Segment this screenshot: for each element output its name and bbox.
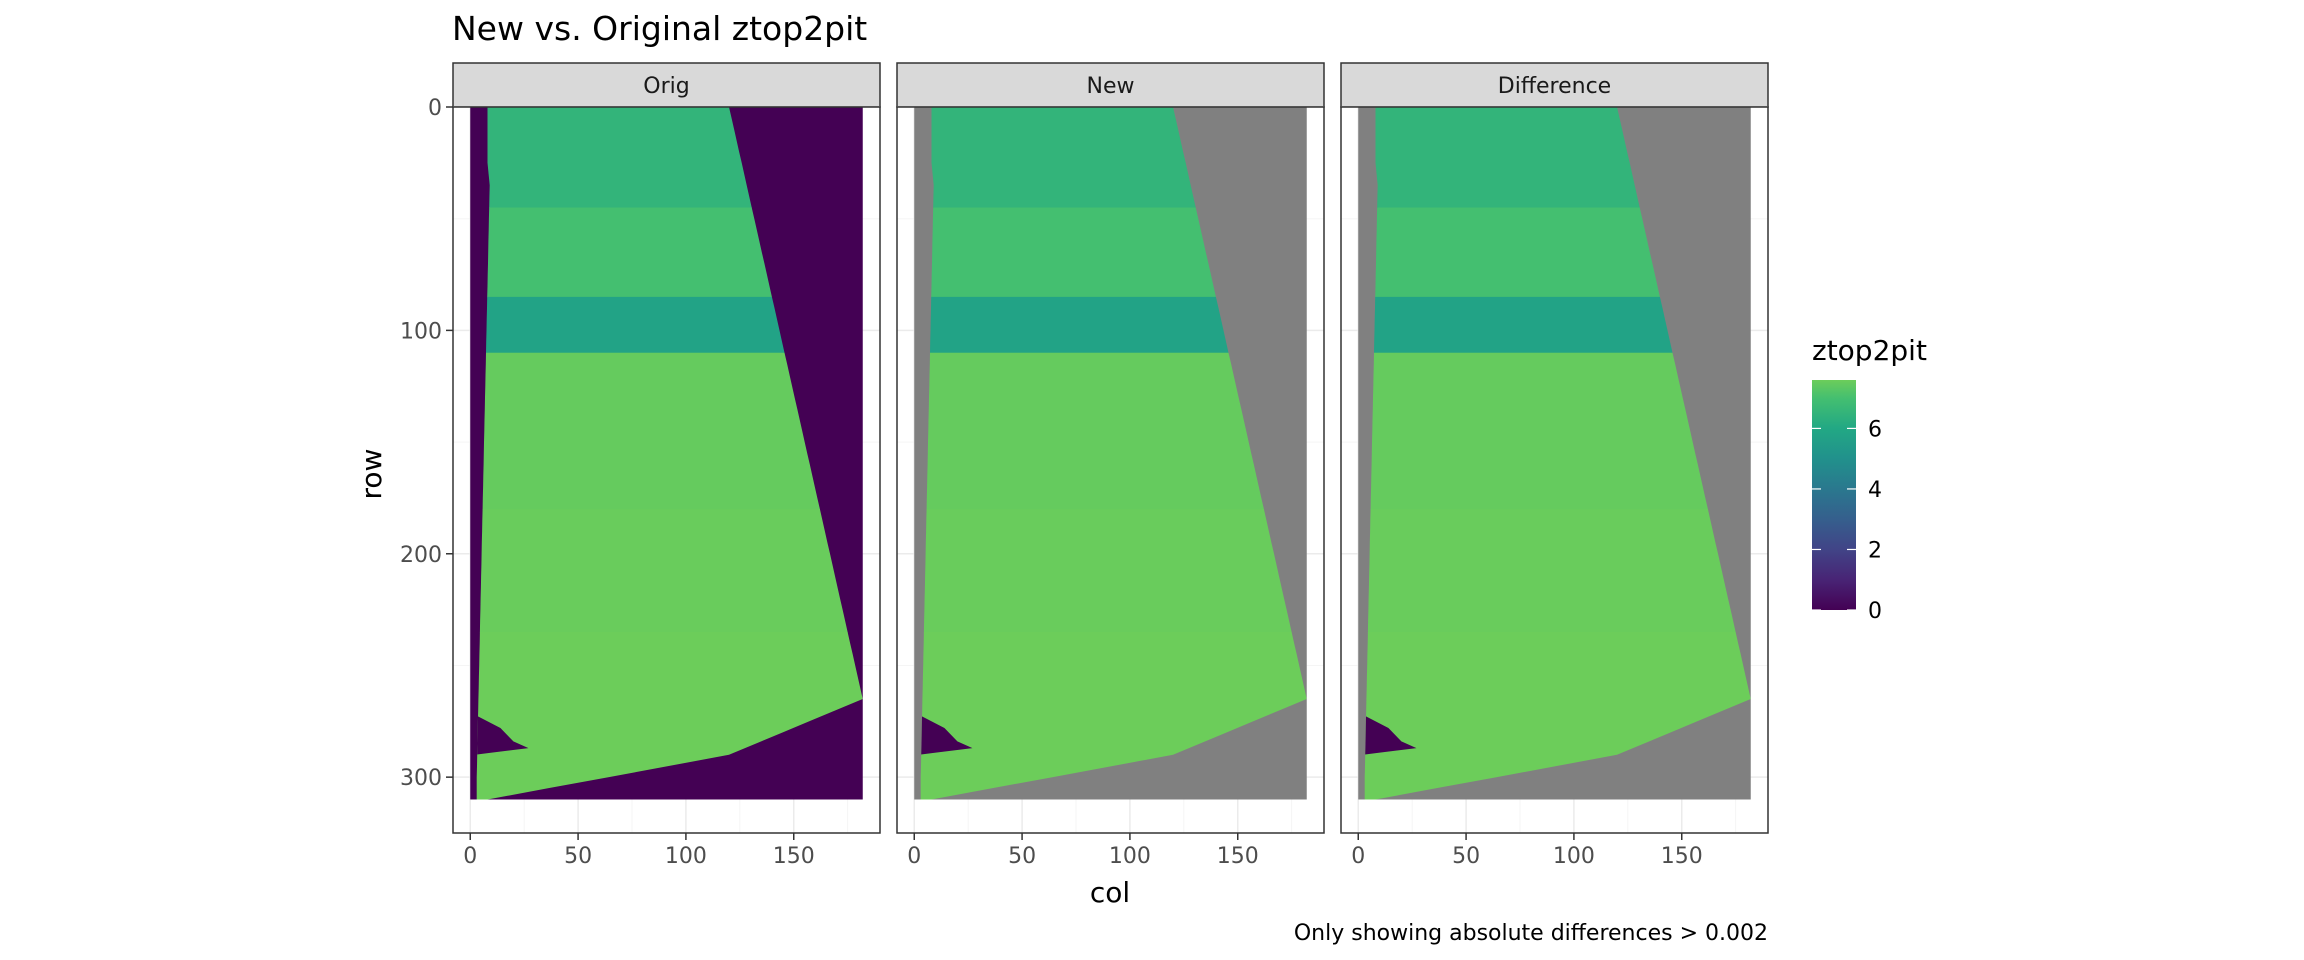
x-axis: 0 50 100 150 0 50 100 150 0 50 100 150 [463, 833, 1703, 869]
x-axis-title: col [1090, 876, 1130, 909]
facet-label-orig: Orig [643, 74, 689, 99]
x-tick-label: 100 [1109, 844, 1151, 869]
x-tick-label: 100 [665, 844, 707, 869]
legend-tick-label: 2 [1868, 538, 1882, 563]
facet-strip [896, 62, 1325, 108]
facet-strip [452, 62, 881, 108]
facet-label-difference: Difference [1498, 74, 1611, 99]
panel-difference: Difference [1340, 62, 1769, 834]
legend-tick-label: 0 [1868, 599, 1882, 624]
raster-band [1364, 509, 1751, 633]
panel-new: New [896, 62, 1325, 834]
caption: Only showing absolute differences > 0.00… [1294, 921, 1768, 946]
panel-border [896, 106, 1325, 834]
y-tick-label: 300 [400, 766, 442, 791]
legend-tick-label: 4 [1868, 478, 1882, 503]
x-tick-label: 150 [773, 844, 815, 869]
y-tick-label: 100 [400, 319, 442, 344]
chart-title: New vs. Original ztop2pit [452, 9, 867, 48]
legend: ztop2pit 0 2 4 6 [1812, 334, 1927, 624]
facet-label-new: New [1087, 74, 1135, 99]
legend-tick-label: 6 [1868, 417, 1882, 442]
x-tick-label: 150 [1217, 844, 1259, 869]
raster-notch [476, 714, 529, 755]
raster-notch [1364, 714, 1417, 755]
legend-colorbar [1812, 380, 1856, 610]
x-tick-label: 50 [1008, 844, 1036, 869]
x-tick-label: 50 [1452, 844, 1480, 869]
x-tick-label: 0 [1351, 844, 1365, 869]
raster-notch [920, 714, 973, 755]
x-tick-label: 100 [1553, 844, 1595, 869]
panel-border [452, 106, 881, 834]
y-tick-label: 200 [400, 543, 442, 568]
y-axis: 0 100 200 300 [400, 96, 453, 791]
legend-title: ztop2pit [1812, 334, 1927, 367]
facet-panels: Orig New Difference [452, 62, 1769, 834]
y-axis-title: row [355, 449, 388, 500]
y-tick-label: 0 [428, 96, 442, 121]
panel-orig: Orig [452, 62, 881, 834]
x-tick-label: 0 [463, 844, 477, 869]
x-tick-label: 50 [564, 844, 592, 869]
x-tick-label: 150 [1661, 844, 1703, 869]
raster-band [476, 509, 863, 633]
raster-band [920, 509, 1307, 633]
panel-border [1340, 106, 1769, 834]
facet-strip [1340, 62, 1769, 108]
x-tick-label: 0 [907, 844, 921, 869]
